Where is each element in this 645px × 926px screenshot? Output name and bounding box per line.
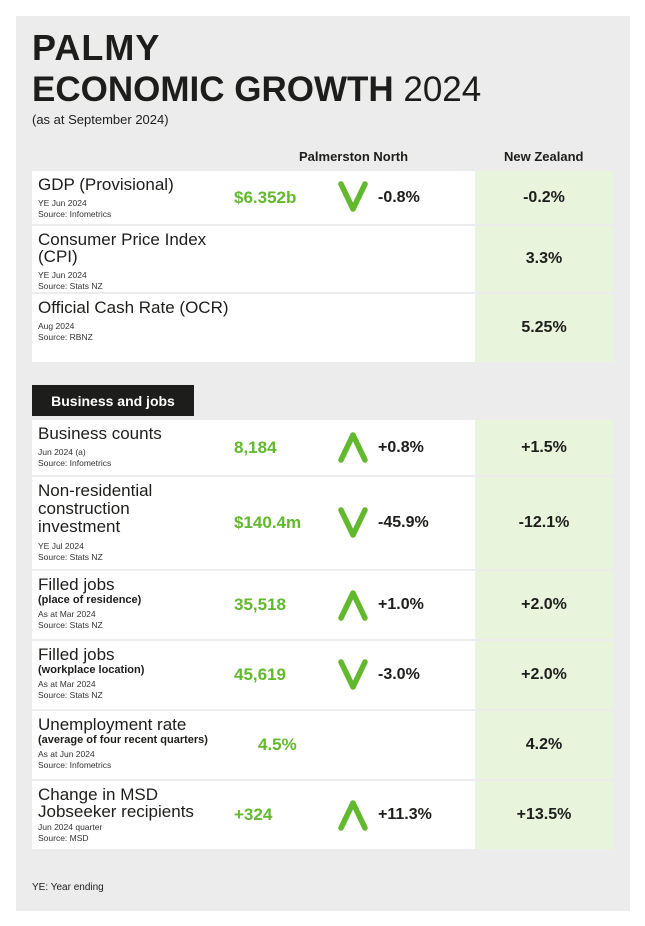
indicator-meta: YE Jul 2024 Source: Stats NZ (38, 541, 188, 563)
indicator-row-unemployment: Unemployment rate (average of four recen… (32, 711, 613, 779)
indicator-period: Aug 2024 (38, 321, 75, 331)
indicator-period: Jun 2024 (a) (38, 447, 86, 457)
indicator-meta: YE Jun 2024 Source: Infometrics (38, 198, 250, 220)
chevron-up-icon (338, 432, 368, 463)
national-change: +13.5% (475, 781, 613, 849)
national-change: -12.1% (475, 477, 613, 569)
brand-logo: PALMY (32, 27, 161, 68)
indicator-title: Non-residential construction investment (38, 481, 153, 536)
chevron-down-icon (338, 181, 368, 212)
indicator-label: Filled jobs (place of residence) As at M… (38, 576, 250, 631)
indicator-row-filled-jobs-workplace: Filled jobs (workplace location) As at M… (32, 641, 613, 709)
indicator-subtitle: (average of four recent quarters) (38, 734, 208, 746)
indicator-title: Business counts (38, 424, 162, 443)
indicator-subtitle: (place of residence) (38, 594, 142, 606)
national-change: 5.25% (475, 294, 613, 362)
local-value: +324 (234, 805, 273, 824)
national-change: +2.0% (475, 571, 613, 639)
indicator-meta: As at Jun 2024 Source: Infometrics (38, 749, 250, 771)
local-change: +0.8% (378, 438, 424, 456)
indicator-title: Unemployment rate (38, 715, 187, 734)
indicator-source: Source: MSD (38, 833, 89, 843)
indicator-label: Official Cash Rate (OCR) Aug 2024 Source… (38, 299, 250, 343)
indicator-row-cpi: Consumer Price Index (CPI) YE Jun 2024 S… (32, 226, 613, 292)
indicator-meta: Jun 2024 quarter Source: MSD (38, 822, 228, 844)
local-value: 45,619 (234, 665, 286, 684)
indicator-source: Source: Infometrics (38, 760, 112, 770)
local-value: $6.352b (234, 187, 297, 207)
indicator-source: Source: RBNZ (38, 332, 93, 342)
chevron-down-icon (338, 659, 368, 690)
section-heading-business: Business and jobs (32, 385, 194, 416)
infographic-panel: PALMY ECONOMIC GROWTH 2024 (as at Septem… (16, 16, 630, 911)
indicator-row-gdp: GDP (Provisional) YE Jun 2024 Source: In… (32, 171, 613, 224)
indicator-title: Official Cash Rate (OCR) (38, 298, 229, 317)
local-value: $140.4m (234, 513, 302, 532)
indicator-title: Consumer Price Index (CPI) (38, 230, 207, 266)
indicator-source: Source: Stats NZ (38, 690, 103, 700)
indicator-row-business-counts: Business counts Jun 2024 (a) Source: Inf… (32, 420, 613, 475)
indicator-label: Unemployment rate (average of four recen… (38, 716, 250, 771)
local-change: -45.9% (378, 514, 429, 531)
page-title: ECONOMIC GROWTH 2024 (32, 70, 481, 110)
indicator-meta: As at Mar 2024 Source: Stats NZ (38, 679, 250, 701)
chevron-up-icon (338, 800, 368, 831)
chevron-down-icon (338, 507, 368, 538)
indicator-row-filled-jobs-residence: Filled jobs (place of residence) As at M… (32, 571, 613, 639)
indicator-period: YE Jun 2024 (38, 270, 87, 280)
national-change: +2.0% (475, 641, 613, 709)
indicator-meta: Aug 2024 Source: RBNZ (38, 321, 250, 343)
national-change: -0.2% (475, 171, 613, 224)
footnote: YE: Year ending (32, 882, 104, 893)
local-value: 4.5% (258, 735, 297, 754)
indicator-row-jobseeker: Change in MSD Jobseeker recipients Jun 2… (32, 781, 613, 849)
indicator-period: As at Jun 2024 (38, 749, 95, 759)
indicator-subtitle: (workplace location) (38, 664, 145, 676)
indicator-period: YE Jun 2024 (38, 198, 87, 208)
indicator-label: Business counts Jun 2024 (a) Source: Inf… (38, 425, 250, 469)
indicator-row-ocr: Official Cash Rate (OCR) Aug 2024 Source… (32, 294, 613, 362)
indicator-label: Consumer Price Index (CPI) YE Jun 2024 S… (38, 231, 250, 292)
indicator-meta: As at Mar 2024 Source: Stats NZ (38, 609, 250, 631)
indicator-meta: YE Jun 2024 Source: Stats NZ (38, 270, 250, 292)
indicator-label: GDP (Provisional) YE Jun 2024 Source: In… (38, 176, 250, 220)
indicator-meta: Jun 2024 (a) Source: Infometrics (38, 447, 250, 469)
indicator-label: Change in MSD Jobseeker recipients Jun 2… (38, 786, 228, 844)
chevron-up-icon (338, 590, 368, 621)
local-value: 35,518 (234, 595, 286, 614)
local-value: 8,184 (234, 437, 277, 457)
national-change: +1.5% (475, 420, 613, 475)
local-change: +11.3% (378, 806, 432, 823)
title-text: ECONOMIC GROWTH (32, 70, 394, 109)
indicator-title: Filled jobs (38, 645, 115, 664)
indicator-source: Source: Stats NZ (38, 552, 103, 562)
indicator-source: Source: Stats NZ (38, 620, 103, 630)
indicator-source: Source: Infometrics (38, 209, 112, 219)
column-header-local: Palmerston North (299, 149, 409, 164)
indicator-title: GDP (Provisional) (38, 175, 174, 194)
local-change: -3.0% (378, 666, 420, 683)
national-change: 4.2% (475, 711, 613, 779)
indicator-title: Filled jobs (38, 575, 115, 594)
indicator-source: Source: Infometrics (38, 458, 112, 468)
indicator-source: Source: Stats NZ (38, 281, 103, 291)
column-header-national: New Zealand (504, 149, 584, 164)
indicator-title: Change in MSD Jobseeker recipients (38, 785, 194, 821)
local-change: -0.8% (378, 188, 420, 206)
indicator-label: Filled jobs (workplace location) As at M… (38, 646, 250, 701)
title-year: 2024 (403, 70, 482, 109)
national-change: 3.3% (475, 226, 613, 292)
indicator-period: YE Jul 2024 (38, 541, 84, 551)
indicator-label: Non-residential construction investment … (38, 482, 188, 563)
indicator-period: Jun 2024 quarter (38, 822, 103, 832)
indicator-row-construction: Non-residential construction investment … (32, 477, 613, 569)
indicator-period: As at Mar 2024 (38, 679, 96, 689)
indicator-period: As at Mar 2024 (38, 609, 96, 619)
local-change: +1.0% (378, 596, 424, 613)
as-at-date: (as at September 2024) (32, 112, 169, 127)
